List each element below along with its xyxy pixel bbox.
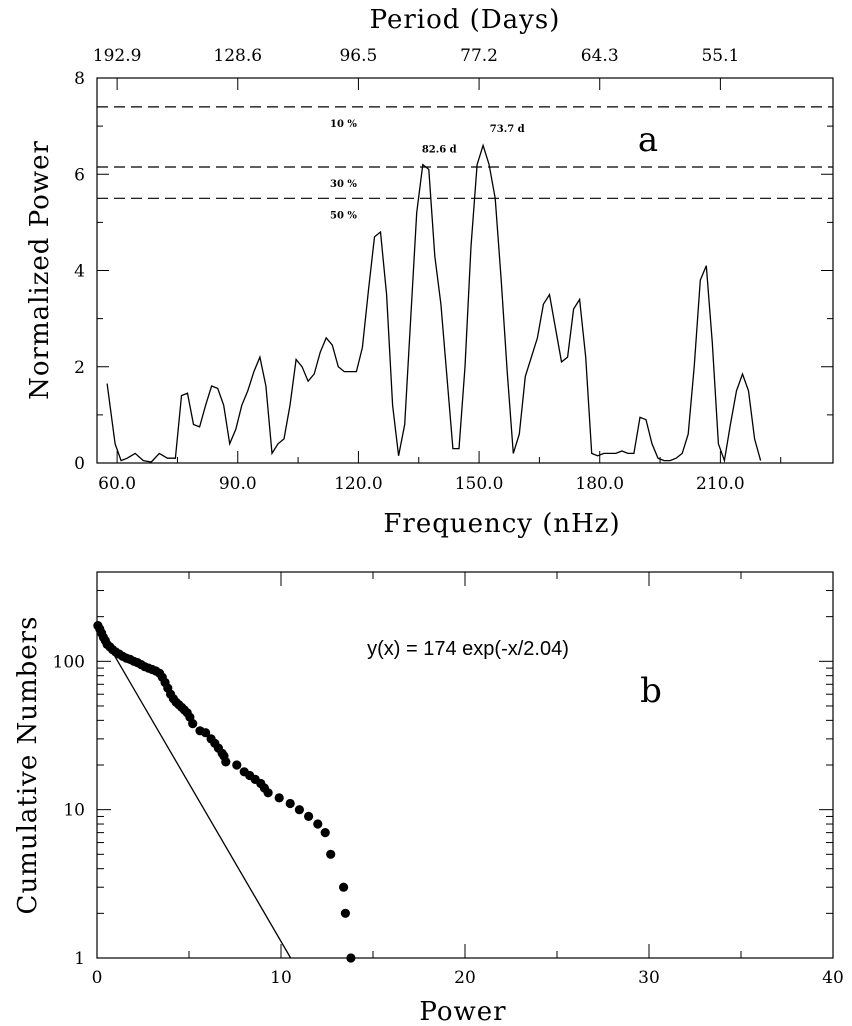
panel-a-y-tick-label: 2 [74, 358, 85, 378]
panel-b-point [274, 793, 284, 803]
panel-b-frame [96, 571, 834, 959]
panel-b-point [320, 828, 330, 838]
panel-a-y-tick-labels: 0 2 4 6 8 [74, 69, 85, 474]
panel-b-fit-line [96, 625, 292, 959]
panel-b-x-tick-label: 0 [92, 968, 103, 988]
panel-b-y-tick-label: 100 [53, 652, 85, 672]
panel-a-ticks [97, 77, 833, 464]
panel-b-y-tick-label: 10 [63, 801, 85, 821]
panel-a-frequency-spectrum: Period (Days) 192.9 128.6 96.5 77.2 64.3 55.1… [25, 5, 834, 539]
panel-a-x-tick-label: 90.0 [219, 474, 257, 494]
panel-b-point [313, 819, 323, 829]
panel-b-y-axis-title: Cumulative Numbers [13, 616, 43, 915]
panel-b-y-tick-labels: 1 10 100 [53, 652, 85, 969]
panel-b-point [339, 882, 349, 892]
panel-b-scatter-points [93, 621, 356, 963]
panel-b-point [326, 849, 336, 859]
panel-a-top-tick-label: 55.1 [701, 46, 739, 66]
panel-a-top-tick-label: 96.5 [339, 46, 377, 66]
panel-a-peak-label: 73.7 d [490, 124, 525, 135]
panel-b-x-tick-label: 20 [454, 968, 476, 988]
panel-b-point [346, 953, 356, 963]
panel-a-top-tick-labels: 192.9 128.6 96.5 77.2 64.3 55.1 [93, 46, 740, 66]
panel-a-y-axis-title: Normalized Power [25, 140, 55, 400]
panel-a-top-tick-label: 192.9 [93, 46, 142, 66]
panel-b-point [232, 760, 242, 770]
panel-b-x-tick-label: 30 [638, 968, 660, 988]
panel-a-significance-label: 30 % [330, 179, 357, 190]
panel-b-point [188, 719, 198, 729]
panel-a-x-tick-label: 150.0 [455, 474, 504, 494]
panel-a-letter: a [638, 120, 658, 160]
panel-b-letter: b [640, 671, 662, 711]
panel-b-point [340, 908, 350, 918]
panel-b-y-tick-label: 1 [74, 949, 85, 969]
panel-b-ticks [96, 571, 834, 959]
panel-a-top-tick-label: 77.2 [460, 46, 498, 66]
panel-a-x-tick-label: 60.0 [98, 474, 136, 494]
panel-a-frame [96, 77, 834, 464]
panel-b-x-tick-labels: 0 10 20 30 40 [92, 968, 844, 988]
panel-b-point [285, 798, 295, 809]
panel-b-point [304, 811, 314, 822]
panel-a-y-tick-label: 8 [74, 69, 85, 89]
panel-b-x-axis-title: Power [419, 997, 506, 1026]
panel-b-x-tick-label: 10 [270, 968, 292, 988]
panel-a-significance-lines: 10 % 30 % 50 % [97, 106, 833, 221]
panel-a-x-tick-label: 120.0 [334, 474, 383, 494]
panel-b-point [294, 805, 304, 815]
panel-a-y-tick-label: 6 [74, 165, 85, 185]
panel-a-peak-label: 82.6 d [422, 145, 457, 156]
panel-a-x-tick-label: 180.0 [575, 474, 624, 494]
panel-b-point [221, 757, 231, 767]
panel-a-x-tick-label: 210.0 [696, 474, 745, 494]
panel-b-x-tick-label: 40 [822, 968, 844, 988]
panel-a-significance-label: 50 % [330, 210, 357, 221]
panel-b-point [201, 728, 211, 738]
panel-a-spectrum-line [106, 143, 762, 464]
panel-b-point [263, 788, 273, 798]
panel-b-formula: y(x) = 174 exp(-x/2.04) [367, 638, 569, 660]
panel-a-top-tick-label: 128.6 [213, 46, 262, 66]
panel-a-x-axis-title: Frequency (nHz) [383, 509, 620, 539]
panel-a-top-tick-label: 64.3 [581, 46, 619, 66]
panel-b-cumulative-distribution: y(x) = 174 exp(-x/2.04) b 0 10 20 30 40 1101… [13, 571, 844, 1026]
panel-a-y-tick-label: 4 [74, 262, 85, 282]
panel-a-peak-labels: 82.6 d 73.7 d [422, 124, 525, 156]
panel-a-x-tick-labels: 60.0 90.0 120.0 150.0 180.0 210.0 [98, 474, 745, 494]
panel-a-top-axis-title: Period (Days) [370, 5, 561, 35]
panel-a-y-tick-label: 0 [74, 454, 85, 474]
panel-a-significance-label: 10 % [330, 119, 357, 130]
